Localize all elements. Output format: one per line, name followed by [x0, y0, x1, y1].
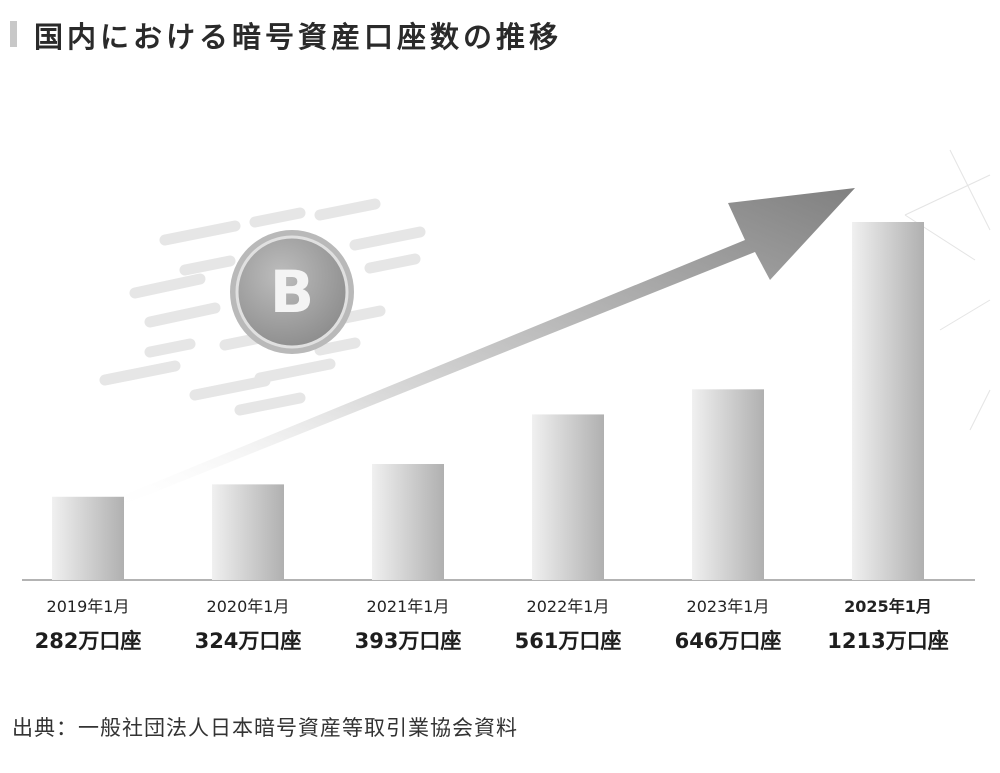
bar-1 [52, 496, 124, 580]
value-label-1: 282万口座 [35, 629, 142, 653]
value-label-3: 393万口座 [355, 629, 462, 653]
speed-line [349, 226, 426, 251]
bar-3 [372, 464, 444, 580]
bitcoin-symbol: B [270, 258, 314, 326]
speed-line [234, 392, 306, 416]
speed-line [364, 253, 421, 274]
value-label-5: 646万口座 [675, 629, 782, 653]
speed-line [159, 220, 241, 246]
category-label-5: 2023年1月 [687, 597, 770, 616]
speed-line [99, 360, 181, 386]
bar-5 [692, 389, 764, 580]
speed-line [339, 305, 386, 324]
bar-2 [212, 484, 284, 580]
speed-line [144, 338, 196, 358]
bar-chart: B 2019年1月 282万口座 2020年1月 324万口座 2021年1月 393万口… [22, 149, 991, 653]
speed-line [179, 255, 236, 276]
speed-line [189, 375, 271, 401]
bar-6 [852, 222, 924, 580]
category-label-2: 2020年1月 [207, 597, 290, 616]
speed-lines-decoration [99, 198, 426, 416]
speed-line [314, 337, 361, 356]
growth-arrow-icon [100, 188, 855, 512]
title-accent-bar [10, 21, 17, 47]
category-label-6: 2025年1月 [844, 597, 932, 616]
value-label-6: 1213万口座 [827, 629, 948, 653]
source-note: 出典：一般社団法人日本暗号資産等取引業協会資料 [12, 716, 518, 740]
speed-line [129, 273, 206, 299]
speed-line [144, 302, 221, 328]
speed-line [249, 207, 306, 228]
category-label-4: 2022年1月 [527, 597, 610, 616]
value-label-2: 324万口座 [195, 629, 302, 653]
category-label-3: 2021年1月 [367, 597, 450, 616]
bar-4 [532, 414, 604, 580]
bitcoin-icon: B [230, 230, 354, 354]
chart-title: 国内における暗号資産口座数の推移 [34, 20, 563, 54]
value-label-4: 561万口座 [515, 629, 622, 653]
speed-line [314, 198, 381, 221]
category-label-1: 2019年1月 [47, 597, 130, 616]
speed-line [254, 358, 336, 384]
